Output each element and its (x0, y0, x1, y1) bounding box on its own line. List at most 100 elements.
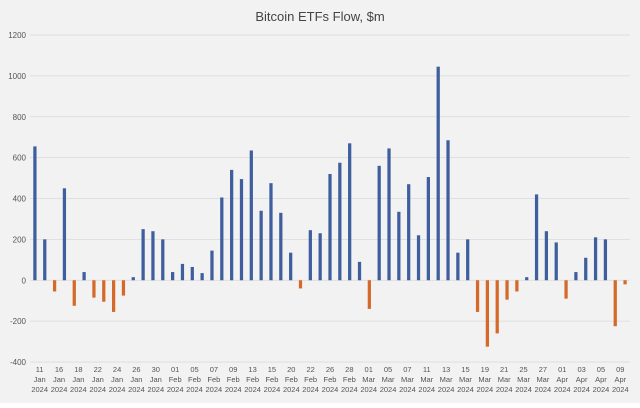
x-tick-label: 22 Feb 2024 (302, 365, 319, 394)
y-tick-label: 600 (13, 154, 27, 163)
x-tick-label: 27 Mar 2024 (535, 365, 552, 394)
x-tick-label: 28 Feb 2024 (341, 365, 358, 394)
bar (534, 194, 539, 281)
bar (249, 150, 253, 281)
y-tick-label: 0 (22, 276, 27, 285)
bar (593, 237, 598, 281)
bar (367, 280, 371, 309)
x-tick-label: 09 Feb 2024 (225, 365, 242, 394)
x-tick-label: 01 Apr 2024 (554, 365, 571, 394)
bar (466, 239, 470, 281)
bar (584, 257, 588, 281)
bar (416, 235, 421, 281)
x-tick-label: 25 Mar 2024 (515, 365, 532, 394)
bar (289, 252, 293, 281)
chart-title: Bitcoin ETFs Flow, $m (255, 9, 384, 24)
bar (72, 280, 76, 306)
x-tick-label: 18 Jan 2024 (70, 365, 87, 394)
bar (525, 277, 529, 281)
bar (33, 146, 37, 281)
bar (338, 162, 342, 281)
bar (475, 280, 480, 312)
bar (407, 184, 411, 281)
bar (151, 231, 155, 281)
bar (574, 272, 578, 281)
x-tick-label: 30 Jan 2024 (147, 365, 164, 394)
bar (259, 210, 263, 281)
bar (190, 266, 194, 281)
bar (485, 280, 489, 347)
bar (200, 273, 204, 281)
bar (92, 280, 96, 298)
x-tick-label: 22 Jan 2024 (89, 365, 106, 394)
x-tick-label: 01 Mar 2024 (360, 365, 377, 394)
bar (348, 143, 352, 281)
bar (121, 280, 126, 296)
bar (269, 183, 273, 281)
bar (564, 280, 568, 299)
bar (397, 211, 401, 281)
bar (43, 239, 47, 281)
y-tick-label: -200 (10, 317, 27, 326)
x-tick-label: 15 Mar 2024 (457, 365, 474, 394)
bar (279, 212, 283, 281)
bars (33, 66, 627, 347)
bar (141, 229, 145, 281)
bar (62, 188, 67, 281)
bar (210, 250, 214, 281)
bar (102, 280, 106, 302)
bar (446, 140, 450, 281)
bar (52, 280, 57, 292)
bar (387, 148, 391, 281)
bar (436, 66, 440, 281)
bar (111, 280, 116, 312)
bar (603, 239, 608, 281)
y-tick-label: 1200 (8, 31, 26, 40)
bar (623, 280, 627, 285)
bar (298, 280, 303, 289)
y-tick-label: 200 (13, 235, 27, 244)
bar (495, 280, 499, 334)
x-tick-label: 05 Mar 2024 (380, 365, 397, 394)
bar (230, 169, 234, 281)
y-tick-label: 1000 (8, 72, 26, 81)
bar (82, 272, 86, 281)
x-tick-label: 01 Feb 2024 (167, 365, 184, 394)
bar (456, 252, 460, 281)
bar (505, 280, 509, 300)
x-tick-label: 09 Apr 2024 (612, 365, 629, 394)
bar (426, 177, 430, 281)
bar (161, 239, 165, 281)
bar (377, 165, 381, 281)
x-tick-label: 15 Feb 2024 (264, 365, 281, 394)
x-tick-label: 26 Feb 2024 (322, 365, 339, 394)
x-tick-label: 07 Mar 2024 (399, 365, 416, 394)
bar (544, 231, 549, 281)
bar (308, 230, 312, 281)
x-tick-label: 20 Feb 2024 (283, 365, 300, 394)
x-tick-label: 13 Mar 2024 (438, 365, 455, 394)
x-tick-label: 16 Jan 2024 (51, 365, 68, 394)
bar (171, 272, 175, 281)
x-tick-label: 05 Apr 2024 (593, 365, 610, 394)
x-tick-label: 13 Feb 2024 (244, 365, 261, 394)
x-tick-label: 11 Mar 2024 (418, 365, 435, 394)
x-tick-label: 26 Jan 2024 (128, 365, 145, 394)
x-tick-label: 07 Feb 2024 (206, 365, 223, 394)
y-tick-label: -400 (10, 358, 27, 367)
bar (328, 173, 332, 281)
bar (515, 280, 519, 292)
y-tick-label: 400 (13, 195, 27, 204)
bar (180, 263, 185, 281)
y-axis: -400 -200 0 200 400 600 800 1000 1200 (8, 31, 26, 367)
bar (131, 277, 135, 281)
bar (613, 280, 617, 327)
x-tick-label: 24 Jan 2024 (109, 365, 126, 394)
bar (318, 233, 322, 281)
x-tick-label: 21 Mar 2024 (496, 365, 513, 394)
bar (239, 179, 244, 281)
x-tick-label: 05 Feb 2024 (186, 365, 203, 394)
bar (357, 261, 362, 281)
